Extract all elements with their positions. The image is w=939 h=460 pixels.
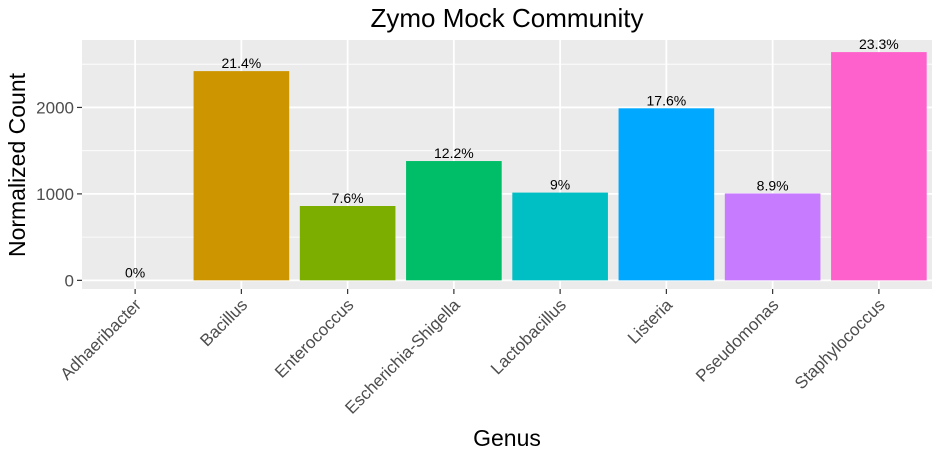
y-tick-label: 0 [65,271,74,290]
data-label: 12.2% [434,145,474,161]
y-axis-title: Normalized Count [4,72,30,257]
data-label: 0% [125,264,145,280]
y-axis: 0 1000 2000 [36,98,82,290]
x-axis-title: Genus [473,425,541,451]
x-tick-label: Pseudomonas [692,295,782,385]
data-label: 7.6% [332,190,364,206]
data-label: 23.3% [859,36,899,52]
bar-staphylococcus [831,52,927,281]
bar-pseudomonas [724,193,821,281]
x-tick-label: Listeria [624,295,677,348]
x-tick-label: Enterococcus [271,295,357,381]
y-tick-label: 2000 [36,98,74,117]
data-labels: 0% 21.4% 7.6% 12.2% 9% 17.6% 8.9% 23.3% [125,36,899,280]
bar-lactobacillus [512,192,608,281]
data-label: 17.6% [647,92,687,108]
chart-title: Zymo Mock Community [370,3,643,33]
x-tick-label: Adhaeribacter [57,295,146,384]
bars [193,52,927,281]
bar-listeria [618,108,715,281]
y-tick-label: 1000 [36,185,74,204]
x-axis: Adhaeribacter Bacillus EnterococcusEscheri… [57,289,889,418]
x-tick-label: Escherichia-Shigella [341,295,464,418]
bar-bacillus [193,71,290,281]
data-label: 21.4% [222,55,262,71]
data-label: 8.9% [757,177,789,193]
x-tick-label: Bacillus [196,295,251,350]
x-tick-label: Lactobacillus [487,295,570,378]
data-label: 9% [550,177,570,193]
x-tick-label: Staphylococcus [791,295,889,393]
bar-enterococcus [299,206,396,281]
bar-escherichia-shigella [406,161,502,281]
